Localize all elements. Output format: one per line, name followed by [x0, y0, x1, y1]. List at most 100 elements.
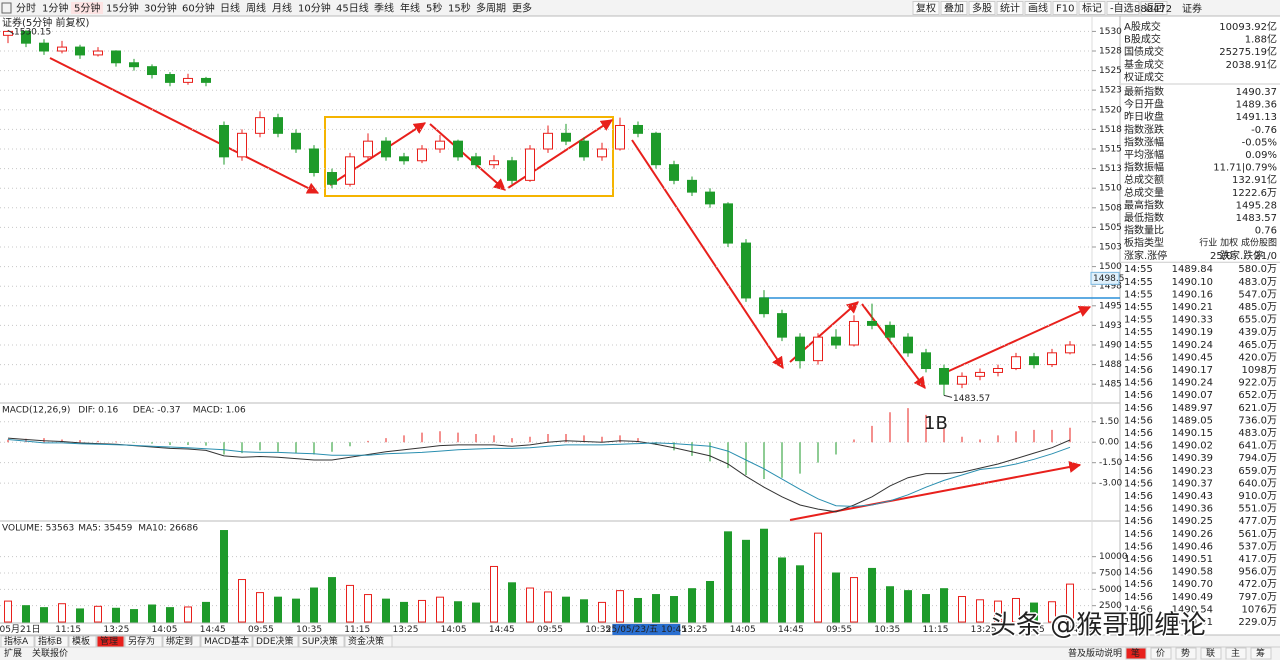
- bottom-link[interactable]: 扩展: [4, 647, 22, 659]
- bottom-tab[interactable]: [34, 635, 69, 648]
- y-tick-label: 1513: [1099, 164, 1122, 174]
- icon-label[interactable]: 筹: [1256, 647, 1265, 659]
- bottom-tab-label[interactable]: SUP决策: [302, 635, 338, 647]
- icon-btn[interactable]: [1250, 647, 1272, 660]
- bottom-tab-label[interactable]: 指标B: [38, 635, 62, 647]
- period-tab[interactable]: 日线: [220, 2, 240, 15]
- icon-label[interactable]: 价: [1156, 648, 1165, 659]
- tool-btn[interactable]: [912, 1, 940, 15]
- bottom-tab-label[interactable]: 资金决策: [348, 635, 384, 647]
- bottom-tab-label[interactable]: 模板: [72, 635, 90, 647]
- bottom-link[interactable]: 关联报价: [32, 647, 68, 659]
- volume-bar: [454, 601, 462, 623]
- tool-label[interactable]: 标记: [1082, 3, 1102, 15]
- y-tick-label: 1523: [1099, 86, 1122, 96]
- tool-btn[interactable]: [968, 1, 996, 15]
- tool-btn[interactable]: [1140, 1, 1168, 15]
- icon-label[interactable]: 联: [1206, 648, 1215, 659]
- row-label: 最低指数: [1124, 211, 1164, 224]
- y-tick-label: 1503: [1099, 242, 1122, 252]
- tool-btn[interactable]: [1106, 1, 1140, 15]
- icon-btn[interactable]: [1200, 647, 1222, 660]
- period-tab[interactable]: 45日线: [336, 2, 369, 15]
- period-tab[interactable]: 15秒: [448, 2, 471, 15]
- volume-bar: [112, 607, 120, 623]
- trade-price: 1490.58: [1172, 567, 1213, 578]
- bottom-tab[interactable]: [344, 635, 393, 648]
- y-tick-label: 1518: [1099, 125, 1122, 135]
- bottom-tab-label[interactable]: 另存为: [128, 635, 155, 647]
- trade-price: 1490.07: [1172, 390, 1213, 401]
- x-tick-label: 10:35: [874, 625, 900, 635]
- tool-label[interactable]: 画线: [1028, 2, 1048, 15]
- bottom-tab[interactable]: [96, 635, 125, 648]
- candle-body: [381, 140, 391, 158]
- bottom-tab-label[interactable]: 指标A: [4, 635, 29, 647]
- tool-btn[interactable]: [1078, 1, 1106, 15]
- period-tab[interactable]: 周线: [246, 2, 266, 15]
- candle-body: [201, 77, 211, 83]
- period-tab[interactable]: 15分钟: [106, 2, 139, 15]
- volume-bar: [994, 600, 1002, 623]
- tool-btn[interactable]: [996, 1, 1024, 15]
- tool-btn[interactable]: [1024, 1, 1052, 15]
- bottom-tab[interactable]: [0, 635, 35, 648]
- arrow: [939, 305, 1092, 376]
- help-link[interactable]: 普及版动说明: [1068, 647, 1122, 659]
- period-tab[interactable]: 30分钟: [144, 2, 177, 15]
- bottom-tab[interactable]: [200, 635, 253, 648]
- icon-btn[interactable]: [1225, 647, 1247, 660]
- period-tab[interactable]: 5秒: [426, 2, 442, 15]
- tool-label[interactable]: 叠加: [944, 3, 964, 15]
- bottom-tab-label[interactable]: 管理: [100, 635, 118, 647]
- indicator-label: MA5: 35459: [78, 524, 132, 534]
- period-tab[interactable]: 分时: [16, 3, 36, 15]
- volume-bar: [940, 588, 948, 623]
- period-tab[interactable]: 10分钟: [298, 2, 331, 15]
- icon-label[interactable]: 主: [1231, 647, 1240, 659]
- trade-price: 1490.43: [1172, 491, 1213, 502]
- bottom-tab-label[interactable]: 绑定到: [166, 635, 193, 647]
- period-tab[interactable]: 60分钟: [182, 2, 215, 15]
- volume-bar: [598, 601, 606, 623]
- period-tab[interactable]: 5分钟: [74, 2, 100, 15]
- icon-btn[interactable]: [1175, 647, 1197, 660]
- period-tab[interactable]: 更多: [512, 2, 532, 15]
- period-tab[interactable]: 季线: [374, 2, 394, 15]
- row-value: 25/0: [1210, 251, 1232, 262]
- period-tab[interactable]: 年线: [400, 2, 420, 15]
- y-tick-label: 1488: [1099, 360, 1122, 370]
- bottom-tab-label[interactable]: DDE决策: [256, 635, 294, 647]
- period-tab[interactable]: 1分钟: [42, 2, 68, 15]
- tool-label[interactable]: 多股: [972, 2, 992, 15]
- tool-btn[interactable]: [940, 1, 968, 15]
- icon-btn[interactable]: [1150, 647, 1172, 660]
- candle-body: [525, 148, 535, 181]
- bottom-tab[interactable]: [252, 635, 299, 648]
- trade-time: 14:56: [1124, 352, 1153, 363]
- y-tick-label: 2500: [1099, 601, 1122, 611]
- tool-label[interactable]: 返回: [1144, 3, 1164, 15]
- x-tick-label: 05月21日: [0, 624, 40, 635]
- row-label: 今日开盘: [1124, 98, 1164, 111]
- bottom-tab[interactable]: [162, 635, 201, 648]
- icon-btn[interactable]: [1125, 647, 1147, 660]
- tool-label[interactable]: 统计: [1000, 2, 1020, 15]
- bottom-tab[interactable]: [298, 635, 345, 648]
- tool-label[interactable]: F10: [1056, 4, 1074, 15]
- tool-label[interactable]: -自选: [1110, 2, 1134, 15]
- icon-label[interactable]: 势: [1181, 647, 1190, 659]
- volume-bar: [4, 600, 12, 623]
- x-tick-label: 14:05: [441, 625, 467, 635]
- bottom-tab-label[interactable]: MACD基本: [204, 635, 249, 647]
- volume-bar: [184, 606, 192, 623]
- y-tick-label: 1515: [1099, 145, 1122, 155]
- trade-volume: 659.0万: [1238, 466, 1277, 477]
- bottom-tab[interactable]: [124, 635, 163, 648]
- tool-btn[interactable]: [1052, 1, 1078, 15]
- period-tab[interactable]: 多周期: [476, 2, 506, 15]
- tool-label[interactable]: 复权: [916, 2, 936, 15]
- bottom-tab[interactable]: [68, 635, 97, 648]
- period-tab[interactable]: 月线: [272, 2, 292, 15]
- icon-label[interactable]: 笔: [1131, 647, 1140, 659]
